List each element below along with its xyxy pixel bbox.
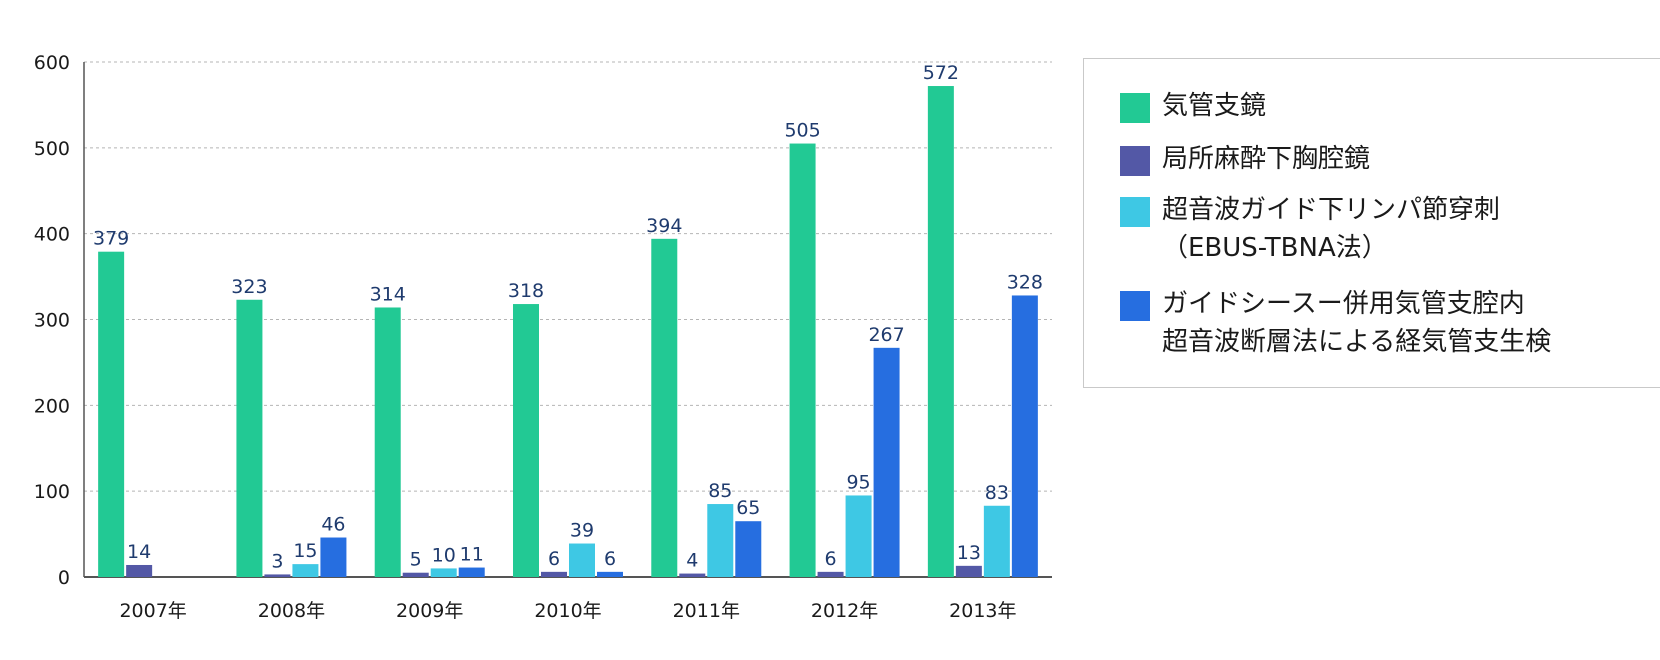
bars (98, 86, 1038, 578)
data-label: 3 (271, 550, 283, 572)
bar-4 (597, 571, 623, 577)
data-label: 14 (127, 541, 151, 563)
bar-2 (541, 571, 567, 577)
x-tick-label: 2011年 (673, 600, 740, 622)
bar-2 (126, 564, 153, 577)
y-tick-label: 100 (34, 481, 70, 503)
data-label: 6 (548, 548, 560, 570)
data-label: 83 (985, 482, 1009, 504)
bar-1 (513, 304, 539, 577)
data-label: 11 (460, 544, 484, 566)
data-label: 314 (370, 283, 406, 305)
data-label: 13 (957, 542, 981, 564)
bar-2 (679, 573, 706, 577)
y-tick-label: 200 (34, 395, 70, 417)
bar-1 (98, 251, 125, 578)
legend-item: 局所麻酔下胸腔鏡 (1120, 140, 1370, 178)
bar-1 (651, 238, 678, 578)
data-label: 10 (432, 544, 456, 566)
gridlines (84, 61, 1052, 492)
x-tick-label: 2012年 (811, 600, 878, 622)
data-label: 328 (1007, 271, 1043, 293)
data-label: 5 (410, 549, 422, 571)
bar-3 (983, 505, 1010, 577)
legend-item: 超音波ガイド下リンパ節穿刺 （EBUS-TBNA法） (1120, 191, 1500, 267)
legend-item: ガイドシースー併用気管支腔内 超音波断層法による経気管支生検 (1120, 285, 1551, 361)
bar-2 (955, 565, 982, 577)
bar-4 (1011, 295, 1038, 577)
data-label: 39 (570, 520, 594, 542)
data-label: 323 (231, 276, 267, 298)
data-label: 572 (923, 62, 959, 84)
y-tick-label: 500 (34, 138, 70, 160)
data-label: 95 (846, 471, 870, 493)
bar-3 (292, 564, 319, 577)
legend-label: 気管支鏡 (1162, 91, 1267, 121)
y-tick-label: 0 (58, 567, 70, 589)
data-label: 6 (825, 548, 837, 570)
data-label: 46 (321, 514, 345, 536)
x-tick-label: 2008年 (258, 600, 325, 622)
legend-swatch (1120, 197, 1150, 227)
bar-3 (845, 495, 872, 577)
x-tick-label: 2007年 (119, 600, 186, 622)
legend-swatch (1120, 146, 1150, 176)
data-label: 6 (604, 548, 616, 570)
data-label: 379 (93, 228, 129, 250)
bar-3 (569, 543, 595, 577)
data-label: 267 (868, 324, 904, 346)
bar-1 (374, 307, 401, 577)
legend: 気管支鏡局所麻酔下胸腔鏡超音波ガイド下リンパ節穿刺 （EBUS-TBNA法） ガイ… (1083, 58, 1660, 388)
bar-1 (927, 86, 954, 578)
data-label: 15 (293, 540, 317, 562)
y-tick-label: 400 (34, 224, 70, 246)
bar-4 (458, 567, 485, 577)
legend-label: 局所麻酔下胸腔鏡 (1162, 144, 1371, 174)
bar-2 (264, 574, 291, 577)
x-tick-label: 2010年 (534, 600, 601, 622)
legend-swatch (1120, 291, 1150, 321)
y-tick-label: 600 (34, 52, 70, 74)
data-label: 318 (508, 280, 544, 302)
data-label: 394 (646, 215, 682, 237)
x-tick-label: 2009年 (396, 600, 463, 622)
bar-3 (707, 504, 734, 577)
data-label: 505 (784, 120, 820, 142)
legend-item: 気管支鏡 (1120, 87, 1266, 125)
bar-4 (735, 521, 762, 577)
data-label: 85 (708, 480, 732, 502)
bar-1 (236, 299, 263, 577)
bar-2 (402, 572, 429, 577)
data-label: 65 (736, 497, 760, 519)
y-tick-label: 300 (34, 310, 70, 332)
bar-3 (430, 568, 457, 577)
bar-1 (789, 143, 816, 577)
bar-2 (817, 571, 844, 577)
x-tick-label: 2013年 (949, 600, 1016, 622)
bar-4 (873, 347, 900, 577)
bar-4 (320, 537, 347, 577)
data-label: 4 (686, 550, 698, 572)
legend-label: ガイドシースー併用気管支腔内 超音波断層法による経気管支生検 (1162, 289, 1552, 357)
y-tick-labels: 0 100 200 300 400 500 600 (34, 52, 70, 589)
legend-swatch (1120, 93, 1150, 123)
x-tick-labels: 2007年 2008年 2009年 2010年 2011年 2012年 2013年 (119, 600, 1016, 622)
legend-label: 超音波ガイド下リンパ節穿刺 （EBUS-TBNA法） (1162, 195, 1501, 263)
